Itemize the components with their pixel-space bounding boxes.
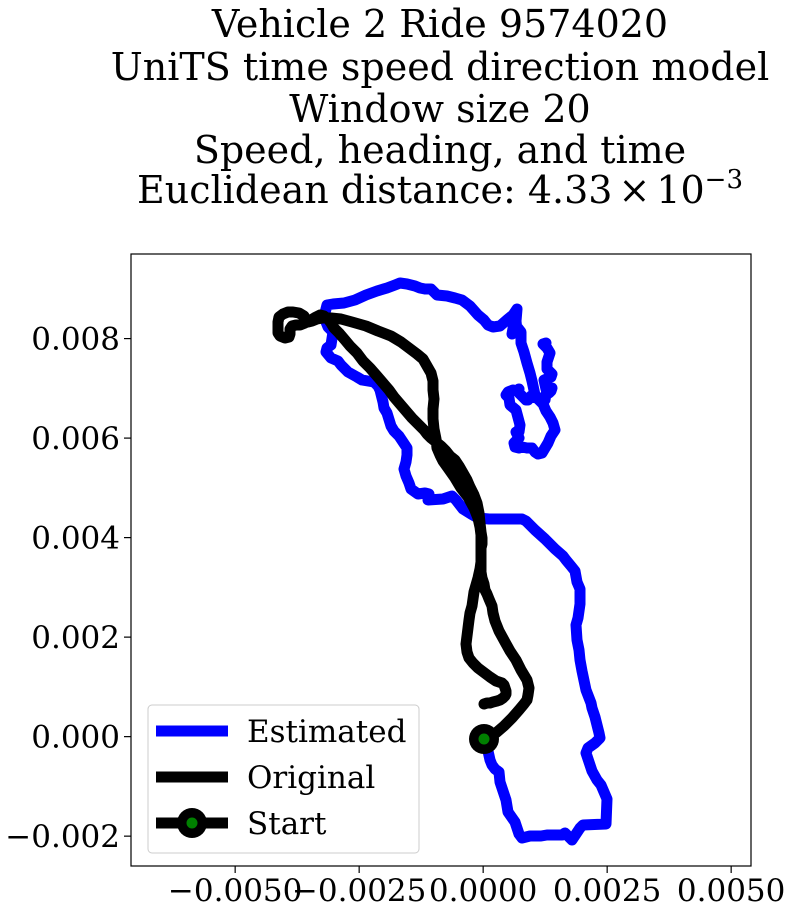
chart-title: Vehicle 2 Ride 9574020 UniTS time speed … [111,2,770,212]
title-distance-base: 10 [656,168,704,212]
title-line-2: UniTS time speed direction model [111,45,770,89]
y-tick-label: 0.004 [31,521,120,557]
original-line [272,306,535,745]
y-axis: −0.002 0.000 0.002 0.004 0.006 0.008 [5,322,131,855]
start-marker [469,724,499,754]
title-distance-prefix: Euclidean distance: 4.33 [137,168,612,212]
y-tick-label: −0.002 [5,819,120,855]
y-tick-label: 0.002 [31,620,120,656]
legend-frame [147,704,420,854]
legend-original-label: Original [247,760,375,796]
title-distance-times: × [618,168,650,212]
plot-frame [130,253,752,867]
x-tick-label: 0.0050 [677,873,785,909]
legend-start-marker-face [186,817,198,829]
x-tick-label: 0.0025 [553,873,661,909]
y-tick-label: 0.000 [31,720,120,756]
legend-estimated-label: Estimated [247,714,406,750]
title-line-1: Vehicle 2 Ride 9574020 [211,2,668,46]
x-axis: −0.0050−0.0025 0.0000 0.0025 0.0050 [168,866,785,909]
legend-start-label: Start [247,806,327,842]
title-line-3: Window size 20 [289,87,590,131]
title-line-4: Speed, heading, and time [194,128,686,172]
title-line-5: Euclidean distance: 4.33 × 10−3 [137,165,743,212]
y-tick-label: 0.008 [31,322,120,358]
y-tick-label: 0.006 [31,421,120,457]
x-tick-label: −0.0050 [168,873,302,909]
x-tick-label: −0.0025 [292,873,426,909]
x-tick-label: 0.0000 [429,873,537,909]
title-distance-exponent: −3 [705,165,743,195]
legend: Estimated Original Start [147,704,420,854]
series-layer [272,277,613,846]
